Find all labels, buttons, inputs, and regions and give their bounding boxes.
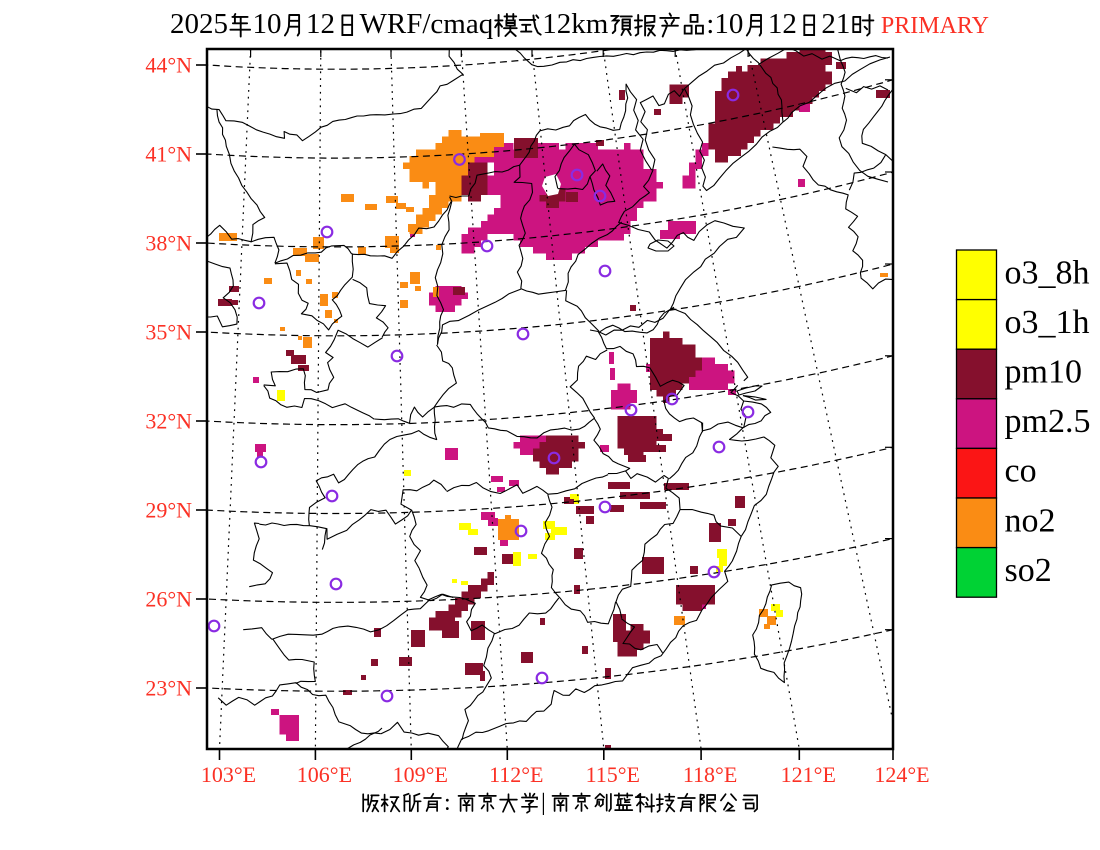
svg-text:12: 12 [306, 8, 335, 40]
svg-text:26°N: 26°N [145, 587, 192, 612]
svg-text:12km: 12km [542, 8, 609, 40]
svg-text:115°E: 115°E [586, 762, 640, 787]
svg-text:co: co [1005, 453, 1037, 490]
svg-text:o3_1h: o3_1h [1005, 304, 1090, 341]
svg-text:12: 12 [768, 8, 797, 40]
svg-text:10: 10 [714, 8, 743, 40]
svg-text:35°N: 35°N [145, 320, 192, 345]
svg-text:29°N: 29°N [145, 498, 192, 523]
svg-text:pm2.5: pm2.5 [1005, 403, 1091, 440]
svg-text:121°E: 121°E [781, 762, 836, 787]
svg-text:23°N: 23°N [145, 676, 192, 701]
svg-text:44°N: 44°N [145, 53, 192, 78]
svg-text:109°E: 109°E [393, 762, 448, 787]
svg-text:|: | [541, 790, 546, 816]
svg-text:106°E: 106°E [297, 762, 352, 787]
svg-text:no2: no2 [1005, 502, 1056, 539]
svg-text:118°E: 118°E [683, 762, 737, 787]
svg-text:38°N: 38°N [145, 231, 192, 256]
svg-text:2025: 2025 [170, 8, 228, 40]
svg-text::: : [444, 790, 451, 816]
svg-text:PRIMARY: PRIMARY [881, 13, 989, 39]
svg-text:32°N: 32°N [145, 409, 192, 434]
svg-text::: : [706, 8, 714, 40]
svg-text:WRF/cmaq: WRF/cmaq [360, 8, 494, 40]
svg-text:124°E: 124°E [874, 762, 929, 787]
svg-text:so2: so2 [1005, 552, 1052, 589]
svg-text:112°E: 112°E [489, 762, 543, 787]
svg-text:21: 21 [821, 8, 850, 40]
svg-text:10: 10 [253, 8, 282, 40]
svg-text:pm10: pm10 [1005, 354, 1082, 391]
svg-text:41°N: 41°N [145, 142, 192, 167]
svg-text:o3_8h: o3_8h [1005, 254, 1090, 291]
svg-text:103°E: 103°E [201, 762, 256, 787]
